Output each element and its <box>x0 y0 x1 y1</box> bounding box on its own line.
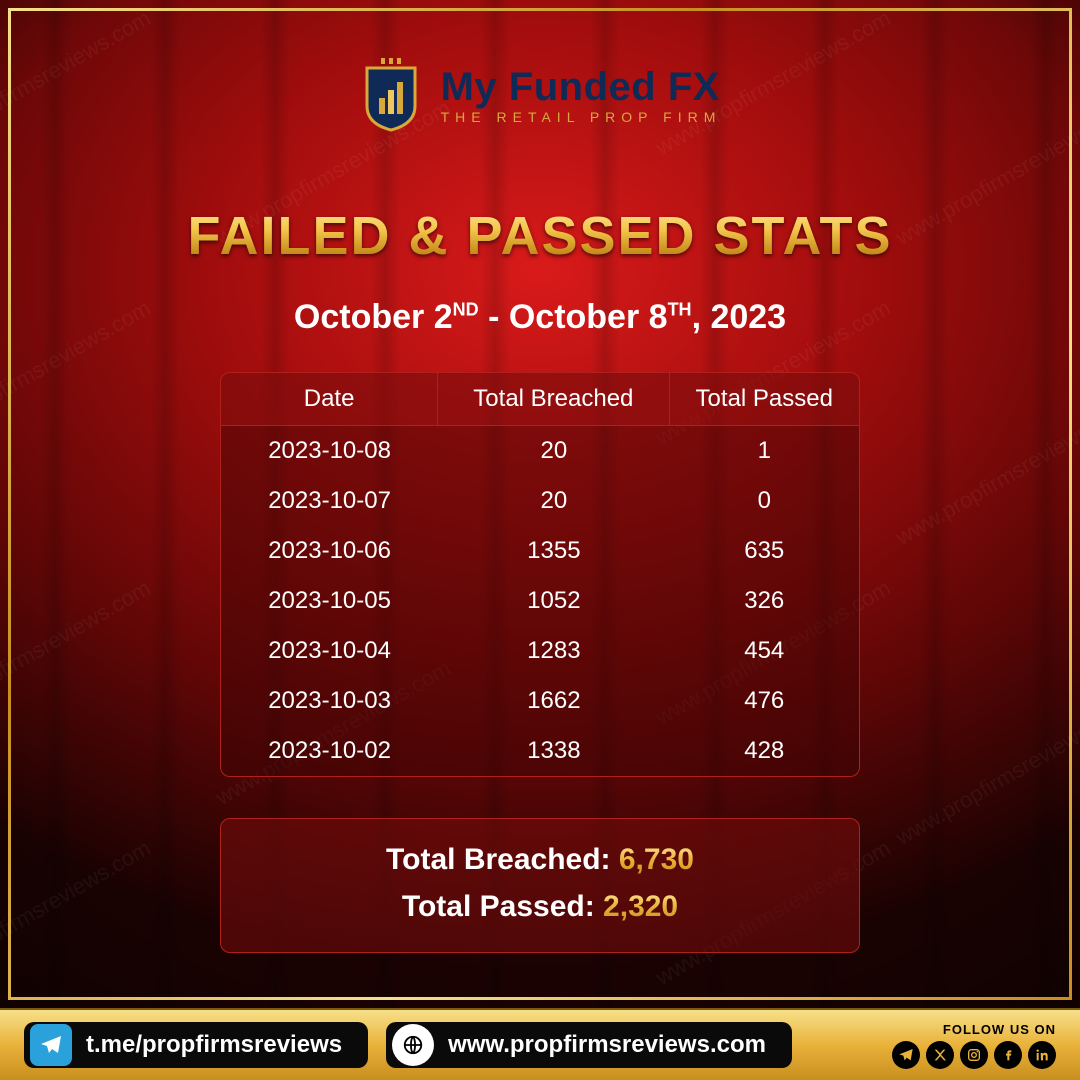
table-row: 2023-10-021338428 <box>221 726 859 776</box>
cell-breached: 1355 <box>438 526 669 576</box>
footer-bar: t.me/propfirmsreviews www.propfirmsrevie… <box>0 1008 1080 1080</box>
cell-breached: 1338 <box>438 726 669 776</box>
cell-date: 2023-10-02 <box>221 726 438 776</box>
total-breached-label: Total Breached: <box>386 843 619 876</box>
follow-label: FOLLOW US ON <box>943 1022 1056 1037</box>
cell-passed: 476 <box>670 676 859 726</box>
stats-table: Date Total Breached Total Passed 2023-10… <box>220 372 860 777</box>
date-ordinal: TH <box>668 300 692 320</box>
cell-passed: 635 <box>670 526 859 576</box>
date-part: - October 8 <box>479 298 668 336</box>
date-part: , 2023 <box>692 298 787 336</box>
total-passed-label: Total Passed: <box>402 890 603 923</box>
cell-passed: 428 <box>670 726 859 776</box>
col-header-breached: Total Breached <box>438 373 669 426</box>
cell-passed: 0 <box>670 476 859 526</box>
date-ordinal: ND <box>453 300 479 320</box>
brand-subtitle: THE RETAIL PROP FIRM <box>441 110 722 125</box>
cell-date: 2023-10-06 <box>221 526 438 576</box>
col-header-passed: Total Passed <box>670 373 859 426</box>
cell-passed: 326 <box>670 576 859 626</box>
cell-date: 2023-10-08 <box>221 426 438 476</box>
total-passed-line: Total Passed: 2,320 <box>231 884 849 931</box>
telegram-icon <box>30 1024 72 1066</box>
date-range: October 2ND - October 8TH, 2023 <box>0 298 1080 337</box>
x-social-icon[interactable] <box>926 1041 954 1069</box>
cell-breached: 1283 <box>438 626 669 676</box>
brand-title: My Funded FX <box>441 66 722 108</box>
table-row: 2023-10-061355635 <box>221 526 859 576</box>
cell-date: 2023-10-07 <box>221 476 438 526</box>
cell-passed: 1 <box>670 426 859 476</box>
table-row: 2023-10-051052326 <box>221 576 859 626</box>
cell-passed: 454 <box>670 626 859 676</box>
table-row: 2023-10-041283454 <box>221 626 859 676</box>
date-part: October 2 <box>294 298 453 336</box>
cell-date: 2023-10-03 <box>221 676 438 726</box>
total-passed-value: 2,320 <box>603 890 678 923</box>
table-row: 2023-10-08201 <box>221 426 859 476</box>
telegram-pill[interactable]: t.me/propfirmsreviews <box>24 1022 368 1068</box>
cell-date: 2023-10-04 <box>221 626 438 676</box>
col-header-date: Date <box>221 373 438 426</box>
cell-breached: 1662 <box>438 676 669 726</box>
brand-logo-block: My Funded FX THE RETAIL PROP FIRM <box>0 58 1080 132</box>
cell-date: 2023-10-05 <box>221 576 438 626</box>
total-breached-value: 6,730 <box>619 843 694 876</box>
headline: FAILED & PASSED STATS <box>0 205 1080 267</box>
website-pill[interactable]: www.propfirmsreviews.com <box>386 1022 792 1068</box>
cell-breached: 20 <box>438 476 669 526</box>
globe-icon <box>392 1024 434 1066</box>
totals-box: Total Breached: 6,730 Total Passed: 2,32… <box>220 818 860 953</box>
table-row: 2023-10-07200 <box>221 476 859 526</box>
cell-breached: 20 <box>438 426 669 476</box>
shield-logo-icon <box>359 58 423 132</box>
instagram-social-icon[interactable] <box>960 1041 988 1069</box>
social-row <box>892 1041 1056 1069</box>
website-url: www.propfirmsreviews.com <box>448 1031 766 1059</box>
cell-breached: 1052 <box>438 576 669 626</box>
table-header-row: Date Total Breached Total Passed <box>221 373 859 426</box>
table-row: 2023-10-031662476 <box>221 676 859 726</box>
follow-block: FOLLOW US ON <box>892 1022 1056 1069</box>
infographic-canvas: www.propfirmsreviews.comwww.propfirmsrev… <box>0 0 1080 1080</box>
brand-text: My Funded FX THE RETAIL PROP FIRM <box>441 66 722 125</box>
facebook-social-icon[interactable] <box>994 1041 1022 1069</box>
total-breached-line: Total Breached: 6,730 <box>231 837 849 884</box>
telegram-social-icon[interactable] <box>892 1041 920 1069</box>
telegram-handle: t.me/propfirmsreviews <box>86 1031 342 1059</box>
linkedin-social-icon[interactable] <box>1028 1041 1056 1069</box>
